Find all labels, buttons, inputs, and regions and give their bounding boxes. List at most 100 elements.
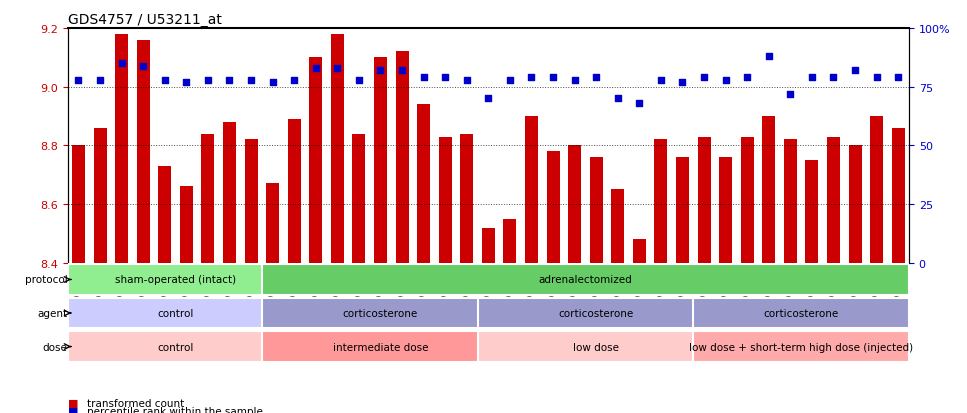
Bar <box>309 58 322 263</box>
FancyBboxPatch shape <box>68 265 283 295</box>
Point <box>71 77 86 84</box>
Point <box>330 65 345 72</box>
Point <box>696 75 712 81</box>
Point <box>179 79 194 86</box>
Bar <box>201 134 215 263</box>
Bar <box>892 128 905 263</box>
Point <box>847 68 863 74</box>
Point <box>653 77 668 84</box>
Point <box>524 75 540 81</box>
Point <box>502 77 517 84</box>
Bar <box>136 40 150 263</box>
Text: control: control <box>158 342 193 352</box>
Point <box>826 75 841 81</box>
FancyBboxPatch shape <box>68 298 283 328</box>
Point <box>244 77 259 84</box>
FancyBboxPatch shape <box>68 332 283 362</box>
Point <box>308 65 324 72</box>
Bar <box>245 140 257 263</box>
Point <box>869 75 885 81</box>
Bar <box>655 140 667 263</box>
Bar <box>546 152 560 263</box>
Text: control: control <box>158 308 193 318</box>
Point <box>372 68 388 74</box>
Text: corticosterone: corticosterone <box>559 308 633 318</box>
Text: agent: agent <box>38 308 68 318</box>
Point <box>157 77 172 84</box>
Text: corticosterone: corticosterone <box>764 308 838 318</box>
Point <box>782 91 798 98</box>
Point <box>265 79 280 86</box>
Bar <box>525 117 538 263</box>
Bar <box>374 58 387 263</box>
Point <box>92 77 107 84</box>
Bar <box>697 137 711 263</box>
Point <box>740 75 755 81</box>
FancyBboxPatch shape <box>262 265 909 295</box>
Point <box>610 96 626 102</box>
Text: ■: ■ <box>68 398 78 408</box>
Point <box>395 68 410 74</box>
Point <box>286 77 302 84</box>
Point <box>675 79 690 86</box>
Point <box>351 77 366 84</box>
Point <box>459 77 475 84</box>
Bar <box>288 120 301 263</box>
Point <box>437 75 453 81</box>
Bar <box>827 137 840 263</box>
Text: low dose + short-term high dose (injected): low dose + short-term high dose (injecte… <box>689 342 913 352</box>
Bar <box>504 219 516 263</box>
Bar <box>439 137 452 263</box>
Point <box>891 75 906 81</box>
Bar <box>94 128 106 263</box>
Text: dose: dose <box>43 342 68 352</box>
Point <box>114 61 130 67</box>
Bar <box>180 187 192 263</box>
Text: ■: ■ <box>68 406 78 413</box>
Bar <box>266 184 279 263</box>
Text: GDS4757 / U53211_at: GDS4757 / U53211_at <box>68 12 221 26</box>
Text: percentile rank within the sample: percentile rank within the sample <box>87 406 263 413</box>
Text: sham-operated (intact): sham-operated (intact) <box>115 275 236 285</box>
Bar <box>331 35 344 263</box>
Point <box>200 77 216 84</box>
Bar <box>762 117 776 263</box>
FancyBboxPatch shape <box>262 332 499 362</box>
Bar <box>676 158 689 263</box>
Point <box>805 75 820 81</box>
Text: protocol: protocol <box>25 275 68 285</box>
FancyBboxPatch shape <box>693 298 909 328</box>
Bar <box>741 137 753 263</box>
FancyBboxPatch shape <box>262 298 499 328</box>
Bar <box>396 52 408 263</box>
Bar <box>806 161 818 263</box>
Bar <box>632 240 646 263</box>
Point <box>135 63 151 70</box>
FancyBboxPatch shape <box>478 298 715 328</box>
Point <box>416 75 431 81</box>
Bar <box>159 166 171 263</box>
Bar <box>115 35 128 263</box>
Bar <box>352 134 366 263</box>
Bar <box>590 158 602 263</box>
Point <box>481 96 496 102</box>
Bar <box>482 228 495 263</box>
Bar <box>569 146 581 263</box>
Point <box>589 75 604 81</box>
Bar <box>611 190 625 263</box>
Point <box>631 100 647 107</box>
Text: adrenalectomized: adrenalectomized <box>539 275 632 285</box>
Point <box>761 54 777 60</box>
Text: transformed count: transformed count <box>87 398 185 408</box>
Point <box>221 77 237 84</box>
Bar <box>784 140 797 263</box>
FancyBboxPatch shape <box>478 332 715 362</box>
Bar <box>870 117 883 263</box>
Text: low dose: low dose <box>573 342 619 352</box>
FancyBboxPatch shape <box>693 332 909 362</box>
Bar <box>849 146 862 263</box>
Bar <box>223 123 236 263</box>
Bar <box>417 105 430 263</box>
Bar <box>72 146 85 263</box>
Point <box>567 77 582 84</box>
